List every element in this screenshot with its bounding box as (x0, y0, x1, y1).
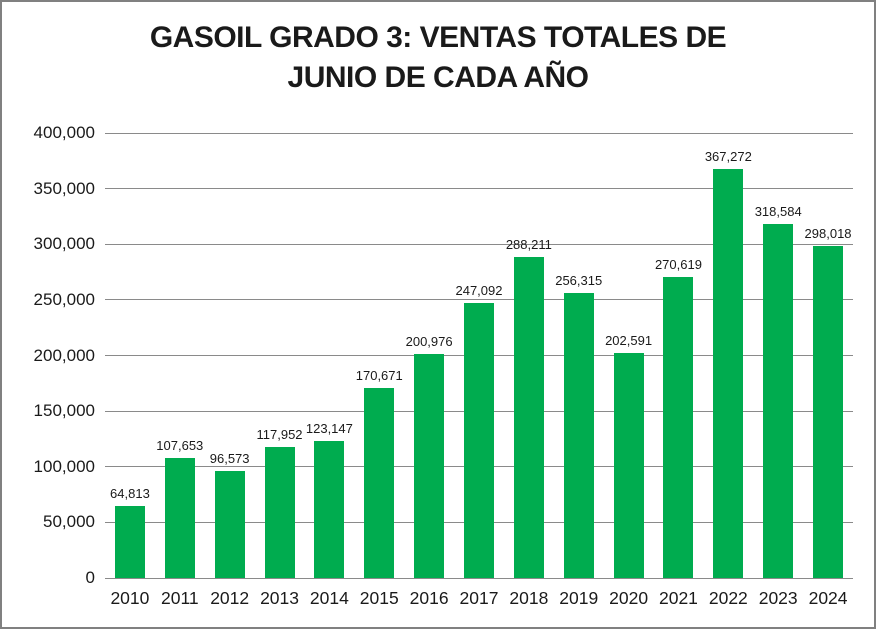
bar-value-label-2016: 200,976 (405, 334, 453, 350)
bar-slot-2014: 123,147 (304, 133, 354, 578)
bar-slot-2016: 200,976 (404, 133, 454, 578)
bar-2023 (763, 223, 794, 578)
bar-slot-2020: 202,591 (604, 133, 654, 578)
y-tick-label-350000: 350,000 (33, 178, 95, 198)
x-tick-label-2018: 2018 (509, 588, 549, 608)
bar-2017 (463, 303, 494, 578)
bar-value-label-2020: 202,591 (605, 332, 653, 348)
bar-value-label-2022: 367,272 (704, 149, 752, 165)
bar-slot-2015: 170,671 (354, 133, 404, 578)
gridline-250000 (105, 299, 853, 301)
y-tick-label-400000: 400,000 (33, 123, 95, 142)
bar-value-label-2017: 247,092 (455, 283, 503, 299)
x-tick-label-2022: 2022 (708, 588, 748, 608)
x-tick-label-2013: 2013 (260, 588, 299, 608)
gridline-0 (105, 577, 853, 579)
bar-value-label-2012: 96,573 (209, 450, 250, 466)
y-tick-label-200000: 200,000 (33, 345, 95, 365)
chart-title-line-1: GASOIL GRADO 3: VENTAS TOTALES DE (149, 21, 727, 54)
bar-slot-2021: 270,619 (654, 133, 704, 578)
bar-2022 (713, 169, 744, 578)
bar-value-label-2013: 117,952 (256, 426, 303, 442)
bar-2015 (364, 388, 395, 578)
y-tick-label-300000: 300,000 (33, 234, 95, 254)
x-tick-label-2020: 2020 (609, 588, 649, 608)
bar-slot-2017: 247,092 (454, 133, 504, 578)
bar-value-label-2011: 107,653 (156, 438, 204, 454)
x-tick-label-2019: 2019 (559, 588, 599, 608)
y-tick-label-150000: 150,000 (33, 401, 95, 421)
chart-title-line-2: JUNIO DE CADA AÑO (287, 61, 589, 94)
bar-2024 (813, 246, 844, 578)
x-tick-label-2014: 2014 (309, 588, 349, 608)
x-tick-label-2016: 2016 (409, 588, 449, 608)
bar-slot-2019: 256,315 (554, 133, 604, 578)
bar-2016 (414, 354, 445, 578)
y-tick-label-250000: 250,000 (33, 289, 95, 309)
bar-slot-2011: 107,653 (155, 133, 205, 578)
x-tick-label-2015: 2015 (359, 588, 399, 608)
bar-value-label-2010: 64,813 (110, 485, 150, 501)
x-tick-label-2011: 2011 (160, 588, 199, 608)
bar-2010 (114, 505, 145, 578)
bar-slot-2012: 96,573 (205, 133, 255, 578)
x-tick-label-2021: 2021 (658, 588, 698, 608)
bar-value-label-2021: 270,619 (654, 256, 702, 272)
bar-value-label-2018: 288,211 (505, 237, 552, 253)
bar-value-label-2023: 318,584 (754, 203, 802, 219)
bar-value-label-2024: 298,018 (804, 226, 852, 242)
bar-value-label-2014: 123,147 (305, 421, 353, 436)
x-tick-label-2012: 2012 (210, 588, 250, 608)
bar-slot-2013: 117,952 (255, 133, 305, 578)
y-tick-label-0: 0 (85, 568, 95, 587)
chart-title: GASOIL GRADO 3: VENTAS TOTALES DE JUNIO … (2, 18, 874, 98)
bar-2018 (513, 257, 544, 578)
x-tick-label-2024: 2024 (808, 588, 848, 608)
gridline-350000 (105, 188, 853, 190)
bar-value-label-2015: 170,671 (355, 368, 403, 384)
bar-slot-2023: 318,584 (753, 133, 803, 578)
x-tick-label-2010: 2010 (110, 588, 150, 608)
bar-slot-2022: 367,272 (703, 133, 753, 578)
plot-area: 64,813 107,653 96,573 117,952 123,147 170,671… (105, 132, 853, 579)
bar-2021 (663, 276, 694, 578)
y-tick-label-50000: 50,000 (43, 512, 95, 532)
bar-2013 (264, 446, 295, 578)
x-tick-label-2017: 2017 (459, 588, 499, 608)
bar-slot-2010: 64,813 (105, 133, 155, 578)
gridline-400000 (105, 132, 853, 134)
bar-value-label-2019: 256,315 (555, 272, 603, 288)
bar-slot-2018: 288,211 (504, 133, 554, 578)
bar-slot-2024: 298,018 (803, 133, 853, 578)
gridline-300000 (105, 243, 853, 245)
bar-2020 (613, 352, 644, 578)
bar-2012 (214, 470, 245, 578)
bar-2019 (563, 292, 594, 578)
bar-2014 (314, 441, 345, 578)
x-tick-label-2023: 2023 (758, 588, 798, 608)
bar-2011 (164, 458, 195, 578)
y-tick-label-100000: 100,000 (33, 456, 95, 476)
